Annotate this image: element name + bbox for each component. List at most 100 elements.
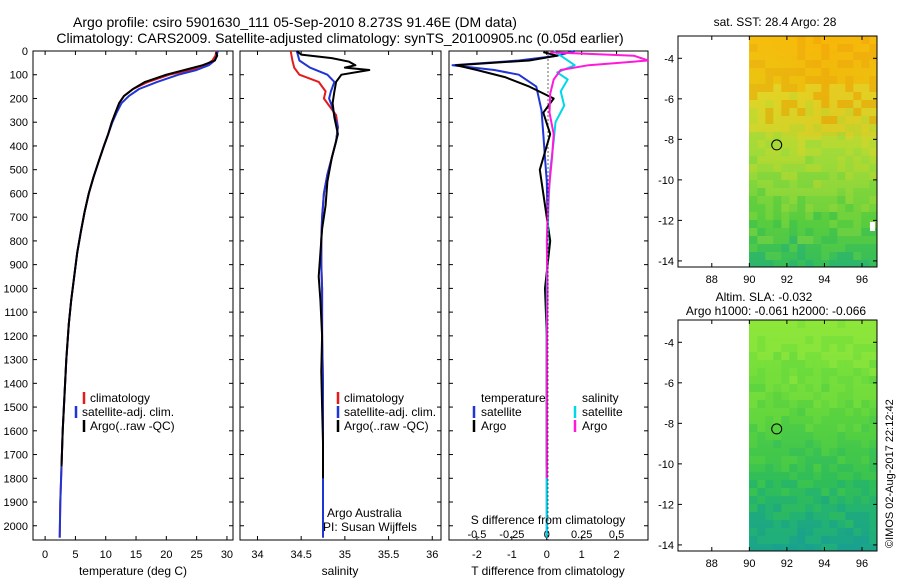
map-cell [797,440,806,448]
map-cell [765,148,774,156]
map-cell [789,148,798,156]
map-cell [773,124,782,132]
map-cell [781,464,790,472]
map-cell [765,124,774,132]
map-cell [789,140,798,148]
depth-tick-label: 1700 [4,450,28,462]
map-cell [869,52,877,60]
x-tick-label: 35 [339,549,351,561]
map-cell [773,480,782,488]
map-cell [821,416,830,424]
map-cell [765,344,774,352]
map-cell [845,188,854,196]
temperature-legend: climatology satellite-adj. clim. Argo(..… [74,391,175,433]
map-cell [845,108,854,116]
map-cell [749,140,758,148]
map-cell [845,132,854,140]
map-cell [757,108,766,116]
map-cell [789,384,798,392]
map-cell [845,220,854,228]
map-cell [781,392,790,400]
map-cell [837,496,846,504]
map-cell [773,336,782,344]
map-cell [757,116,766,124]
map-cell [813,456,822,464]
map-cell [781,440,790,448]
map-cell [869,100,877,108]
map-cell [749,344,758,352]
map-cell [773,188,782,196]
map-cell [781,156,790,164]
map-cell [813,244,822,252]
x-tick-label: 0 [42,549,48,561]
sla-map-title-line1: Altim. SLA: -0.032 [716,290,813,304]
map-cell [805,336,814,344]
map-cell [837,344,846,352]
map-cell [757,44,766,52]
map-cell [789,228,798,236]
map-cell [749,220,758,228]
map-cell [789,320,798,328]
map-cell [861,400,870,408]
map-cell [861,60,870,68]
map-cell [789,352,798,360]
map-cell [829,496,838,504]
map-cell [861,416,870,424]
map-cell [789,124,798,132]
map-cell [773,244,782,252]
map-cell [789,408,798,416]
map-cell [781,220,790,228]
map-cell [837,68,846,76]
map-cell [813,424,822,432]
sst-map-argo-marker [771,139,783,151]
map-cell [861,68,870,76]
map-cell [813,164,822,172]
map-cell [829,472,838,480]
map-cell [805,196,814,204]
map-cell [861,172,870,180]
map-cell [813,116,822,124]
map-cell [869,116,877,124]
map-cell [861,448,870,456]
map-cell [797,488,806,496]
map-cell [837,188,846,196]
salinity-xlabel: salinity [322,564,359,578]
map-cell [813,352,822,360]
map-cell [757,132,766,140]
map-cell [781,376,790,384]
map-cell [781,352,790,360]
map-cell [765,44,774,52]
map-cell [813,328,822,336]
map-cell [805,252,814,260]
map-cell [781,252,790,260]
map-cell [781,448,790,456]
map-cell [861,376,870,384]
map-cell [853,148,862,156]
map-cell [869,424,877,432]
map-cell [837,52,846,60]
map-cell [797,260,806,267]
map-cell [797,376,806,384]
map-cell [749,424,758,432]
map-cell [861,456,870,464]
map-cell [805,528,814,536]
map-cell [781,328,790,336]
map-cell [829,140,838,148]
map-cell [853,212,862,220]
map-cell [781,520,790,528]
map-cell [813,60,822,68]
map-cell [821,472,830,480]
map-cell [813,220,822,228]
map-cell [805,220,814,228]
map-cell [845,416,854,424]
map-cell [853,52,862,60]
map-y-tick-label: -10 [658,459,674,471]
map-cell [797,212,806,220]
map-cell [853,400,862,408]
map-x-tick-label: 96 [856,558,868,570]
map-cell [757,336,766,344]
map-cell [757,60,766,68]
map-cell [805,124,814,132]
map-cell [853,424,862,432]
map-cell [789,244,798,252]
